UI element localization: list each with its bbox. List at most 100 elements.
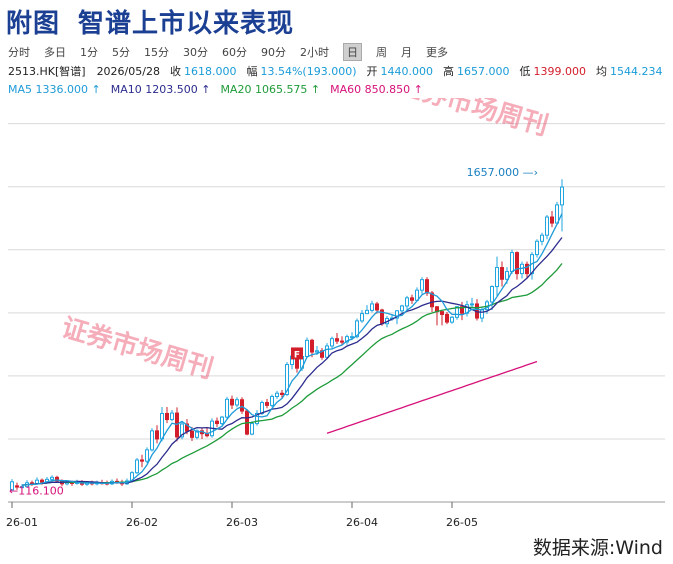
ma-legend: MA5 1336.000 ↑ MA10 1203.500 ↑ MA20 1065… xyxy=(8,81,433,97)
candle-body xyxy=(515,252,519,275)
data-source: 数据来源:Wind xyxy=(532,537,663,559)
candle-body xyxy=(275,392,279,397)
ma5-line xyxy=(21,213,563,486)
candle-body xyxy=(450,316,454,323)
ma60-line xyxy=(326,360,538,434)
marker-box xyxy=(291,347,303,360)
high-value: 1657.000 xyxy=(456,64,510,78)
candle-body xyxy=(250,423,254,435)
tab-period[interactable]: 多日 xyxy=(44,46,66,59)
candle-body xyxy=(545,216,549,236)
candle-body xyxy=(150,430,154,451)
candle-body xyxy=(145,449,149,462)
x-tick-label: 26-04 xyxy=(346,516,378,529)
candle-body xyxy=(490,286,494,303)
candle-body xyxy=(255,412,259,425)
marker-text: F xyxy=(294,350,300,360)
x-tick-label: 26-05 xyxy=(446,516,478,529)
candle-body xyxy=(410,297,414,301)
low-value: 1399.000 xyxy=(533,64,586,78)
legend-ma60: MA60 850.850 ↑ xyxy=(330,82,423,96)
tab-period[interactable]: 60分 xyxy=(222,46,247,59)
tab-period[interactable]: 15分 xyxy=(144,46,169,59)
open-label: 开 xyxy=(366,65,378,78)
candle-body xyxy=(190,430,194,438)
high-annotation: 1657.000 —› xyxy=(467,166,538,179)
candle-body xyxy=(170,412,174,421)
ma20-line xyxy=(21,263,563,486)
watermark-text: 证券市场周刊 xyxy=(393,98,552,142)
candle-body xyxy=(235,399,239,406)
candle-body xyxy=(365,309,369,315)
close-label: 收 xyxy=(169,65,181,78)
tab-period-more[interactable]: 更多 xyxy=(426,46,448,59)
candle-body xyxy=(285,364,289,395)
candle-body xyxy=(310,339,314,353)
candle-body xyxy=(340,340,344,343)
candle-body xyxy=(355,320,359,338)
candle-body xyxy=(160,412,164,440)
candle-body xyxy=(15,485,19,488)
candle-body xyxy=(500,267,504,280)
low-annotation: ←116.100 xyxy=(9,485,64,498)
candle-body xyxy=(560,186,564,206)
tab-period[interactable]: 月 xyxy=(401,46,412,59)
candle-body xyxy=(395,310,399,319)
candle-body xyxy=(280,392,284,395)
candle-body xyxy=(505,271,509,280)
candle-body xyxy=(460,306,464,314)
watermark-text: 证券市场周刊 xyxy=(58,312,217,385)
candle-body xyxy=(40,479,44,483)
candle-body xyxy=(55,476,59,482)
candle-body xyxy=(425,279,429,294)
stock-code: 2513.HK[智谱] xyxy=(8,65,86,78)
figure-title-main: 智谱上市以来表现 xyxy=(78,8,295,39)
candle-body xyxy=(345,336,349,343)
tab-period[interactable]: 2小时 xyxy=(300,46,329,59)
tab-period[interactable]: 分时 xyxy=(8,46,30,59)
candle-body xyxy=(215,420,219,425)
legend-ma20: MA20 1065.575 ↑ xyxy=(220,82,321,96)
quote-date: 2026/05/28 xyxy=(96,64,160,78)
tab-period[interactable]: 1分 xyxy=(80,46,98,59)
legend-ma5: MA5 1336.000 ↑ xyxy=(8,82,101,96)
candle-body xyxy=(370,303,374,311)
candle-body xyxy=(405,297,409,307)
annotations: 1657.000 —› ←116.100 F xyxy=(9,166,538,497)
legend-ma10: MA10 1203.500 ↑ xyxy=(110,82,211,96)
candle-body xyxy=(135,459,139,474)
candle-body xyxy=(335,338,339,342)
candle-body xyxy=(440,311,444,315)
candle-body xyxy=(225,398,229,418)
candle-body xyxy=(535,240,539,256)
figure-title-prefix: 附图 xyxy=(6,8,61,39)
candle-body xyxy=(480,309,484,319)
candle-body xyxy=(360,313,364,322)
candle-body xyxy=(10,481,14,491)
candle-body xyxy=(265,402,269,406)
candle-body xyxy=(230,398,234,406)
candle-body xyxy=(550,216,554,224)
candle-body xyxy=(445,313,449,323)
candle-body xyxy=(330,338,334,347)
candle-body xyxy=(305,339,309,357)
candle-body xyxy=(240,399,244,412)
candle-body xyxy=(195,430,199,438)
candle-body xyxy=(420,279,424,291)
candle-body xyxy=(455,306,459,318)
tab-period[interactable]: 30分 xyxy=(183,46,208,59)
tab-period[interactable]: 周 xyxy=(376,46,387,59)
tab-period[interactable]: 90分 xyxy=(261,46,286,59)
tab-period[interactable]: 5分 xyxy=(112,46,130,59)
candle-body xyxy=(50,476,54,480)
candle-body xyxy=(315,350,319,353)
candle-body xyxy=(180,423,184,438)
tab-period-active[interactable]: 日 xyxy=(343,43,362,61)
avg-label: 均 xyxy=(595,65,607,78)
period-tabs: 分时 多日 1分 5分 15分 30分 60分 90分 2小时 日 周 月 更多 xyxy=(8,43,462,61)
low-label: 低 xyxy=(519,65,531,78)
figure-title: 附图 智谱上市以来表现 xyxy=(6,2,294,40)
high-label: 高 xyxy=(442,65,454,78)
